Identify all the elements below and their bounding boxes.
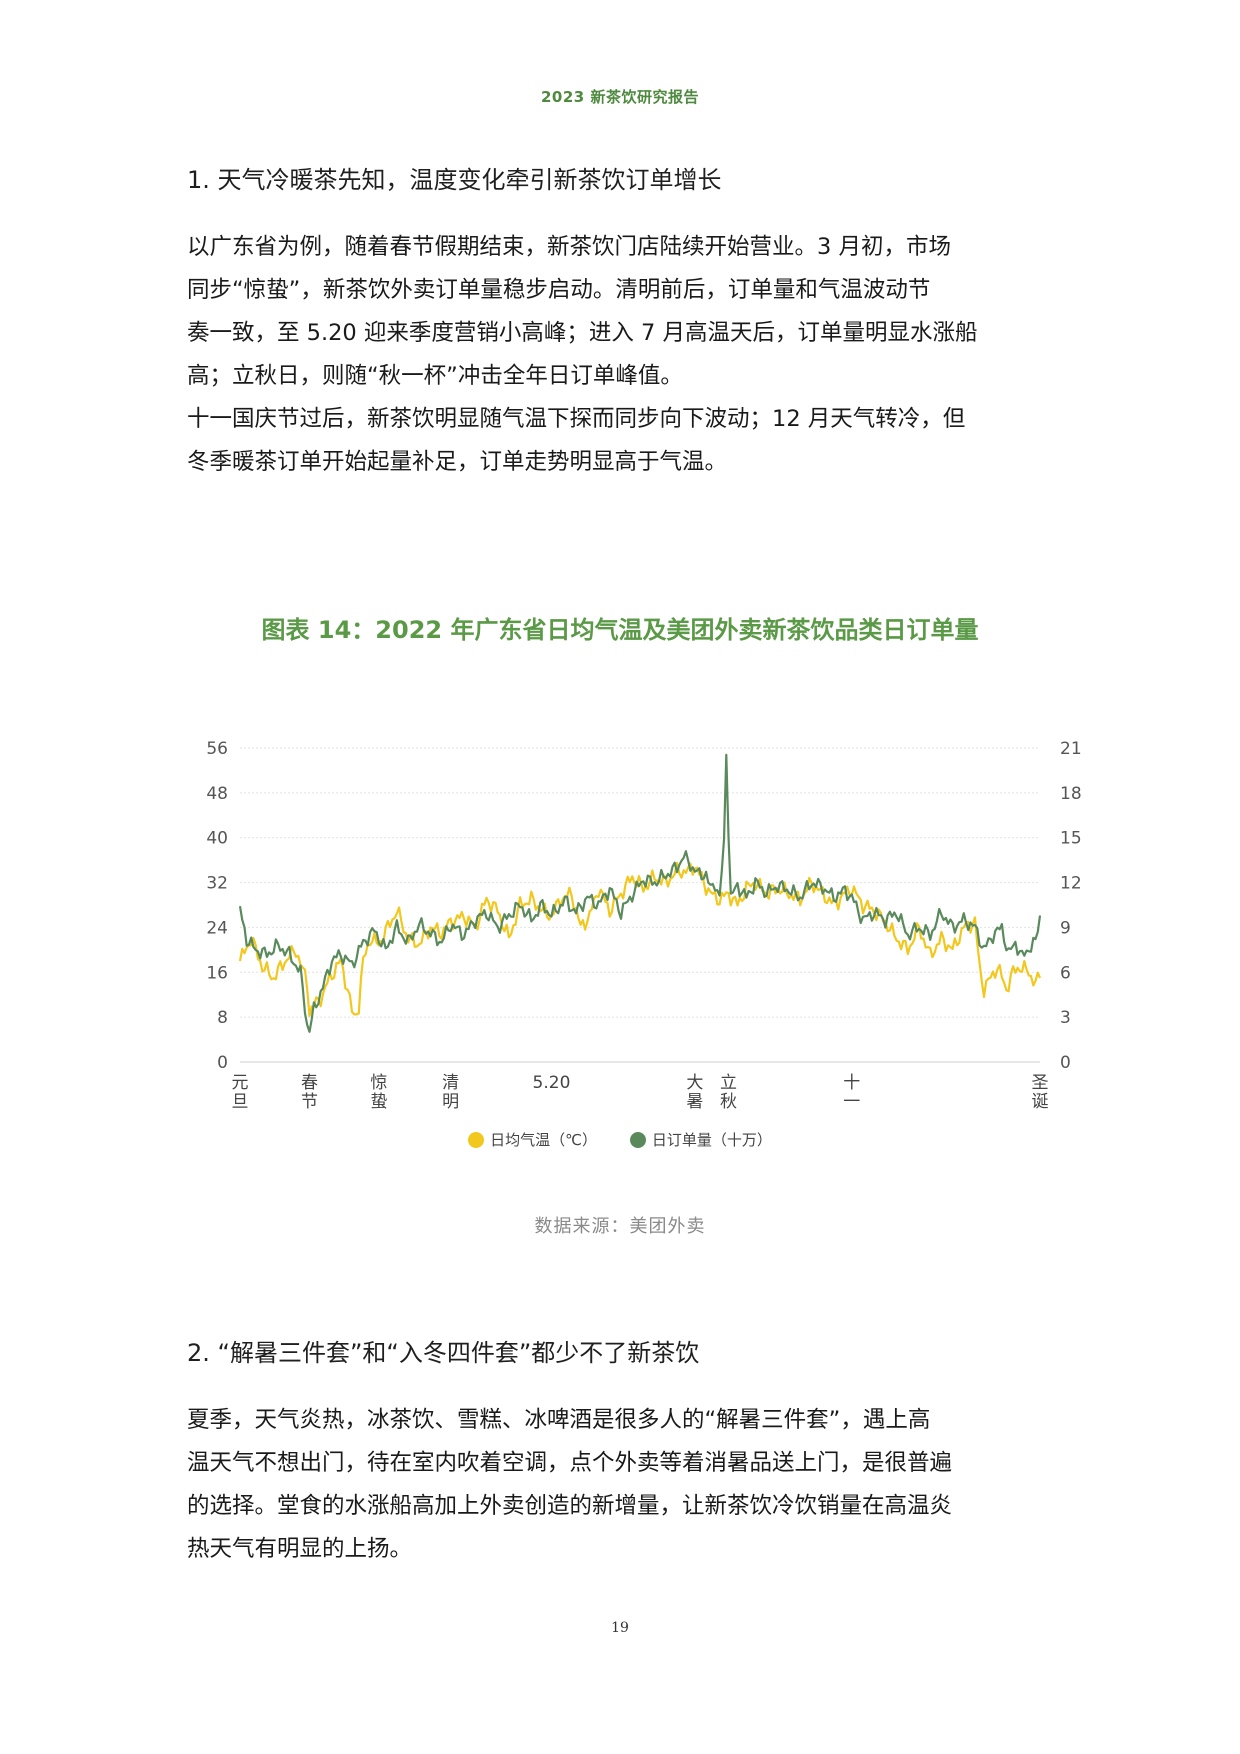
section-2-title: 2. “解暑三件套”和“入冬四件套”都少不了新茶饮 [187,1339,700,1367]
y-right-tick-label: 0 [1060,1053,1071,1073]
paragraph-line: 温天气不想出门，待在室内吹着空调，点个外卖等着消暑品送上门，是很普遍 [187,1450,953,1476]
y-right-tick-label: 18 [1060,784,1082,804]
x-tick-label: 元旦 [232,1073,249,1112]
x-tick-label: 十一 [843,1073,860,1112]
y-left-tick-label: 16 [206,963,228,983]
y-left-tick-label: 40 [206,829,228,849]
x-tick-label: 大暑 [686,1073,703,1112]
x-tick-label: 清明 [442,1073,459,1112]
page-number: 19 [611,1620,629,1636]
y-left-tick-label: 48 [206,784,228,804]
paragraph-line: 高；立秋日，则随“秋一杯”冲击全年日订单峰值。 [187,363,683,389]
y-right-tick-label: 12 [1060,874,1082,894]
y-right-tick-label: 15 [1060,829,1082,849]
y-right-tick-label: 21 [1060,739,1082,759]
legend-label: 日订单量（十万） [651,1131,772,1149]
y-left-tick-label: 32 [206,874,228,894]
paragraph-line: 以广东省为例，随着春节假期结束，新茶饮门店陆续开始营业。3 月初，市场 [187,234,951,260]
y-right-tick-label: 3 [1060,1008,1071,1028]
paragraph-line: 奏一致，至 5.20 迎来季度营销小高峰；进入 7 月高温天后，订单量明显水涨船 [187,320,978,346]
paragraph-line: 的选择。堂食的水涨船高加上外卖创造的新增量，让新茶饮冷饮销量在高温炎 [187,1493,953,1519]
legend-dot-icon [468,1131,485,1148]
legend-label: 日均气温（℃） [490,1131,598,1149]
report-header: 2023 新茶饮研究报告 [541,88,699,106]
chart-title: 图表 14：2022 年广东省日均气温及美团外卖新茶饮品类日订单量 [261,616,979,644]
paragraph-line: 热天气有明显的上扬。 [187,1536,413,1562]
y-left-tick-label: 8 [217,1008,228,1028]
y-right-tick-label: 9 [1060,918,1071,938]
y-left-tick-label: 0 [217,1053,228,1073]
x-tick-label: 5.20 [533,1073,571,1093]
legend-dot-icon [629,1131,646,1148]
paragraph-line: 冬季暖茶订单开始起量补足，订单走势明显高于气温。 [187,449,728,475]
legend-item-temperature: 日均气温（℃） [468,1129,597,1150]
section-1-body: 以广东省为例，随着春节假期结束，新茶饮门店陆续开始营业。3 月初，市场 同步“惊… [187,226,1067,484]
data-source: 数据来源：美团外卖 [534,1216,706,1237]
legend-item-orders: 日订单量（十万） [629,1129,772,1150]
x-tick-label: 立秋 [720,1073,737,1112]
y-left-tick-label: 56 [206,739,228,759]
section-1-title: 1. 天气冷暖茶先知，温度变化牵引新茶饮订单增长 [187,166,722,194]
y-right-tick-label: 6 [1060,963,1071,983]
x-tick-label: 惊蛰 [370,1073,387,1112]
paragraph-line: 夏季，天气炎热，冰茶饮、雪糕、冰啤酒是很多人的“解暑三件套”，遇上高 [187,1407,931,1433]
paragraph-line: 同步“惊蛰”，新茶饮外卖订单量稳步启动。清明前后，订单量和气温波动节 [187,277,931,303]
chart-legend: 日均气温（℃） 日订单量（十万） [0,1129,1240,1152]
x-tick-label: 圣诞 [1032,1073,1049,1112]
series-line-orders [238,753,1042,1033]
y-left-tick-label: 24 [206,918,228,938]
x-tick-label: 春节 [301,1073,318,1112]
section-2-body: 夏季，天气炎热，冰茶饮、雪糕、冰啤酒是很多人的“解暑三件套”，遇上高 温天气不想… [187,1399,1067,1571]
paragraph-line: 十一国庆节过后，新茶饮明显随气温下探而同步向下波动；12 月天气转冷，但 [187,406,966,432]
temperature-orders-chart: 0 8 16 24 32 40 48 56 0 3 6 9 12 15 18 21 元旦 春节 惊蛰 清明 5.20 大暑… [206,739,1082,1112]
series-line-temperature [238,861,1042,1017]
